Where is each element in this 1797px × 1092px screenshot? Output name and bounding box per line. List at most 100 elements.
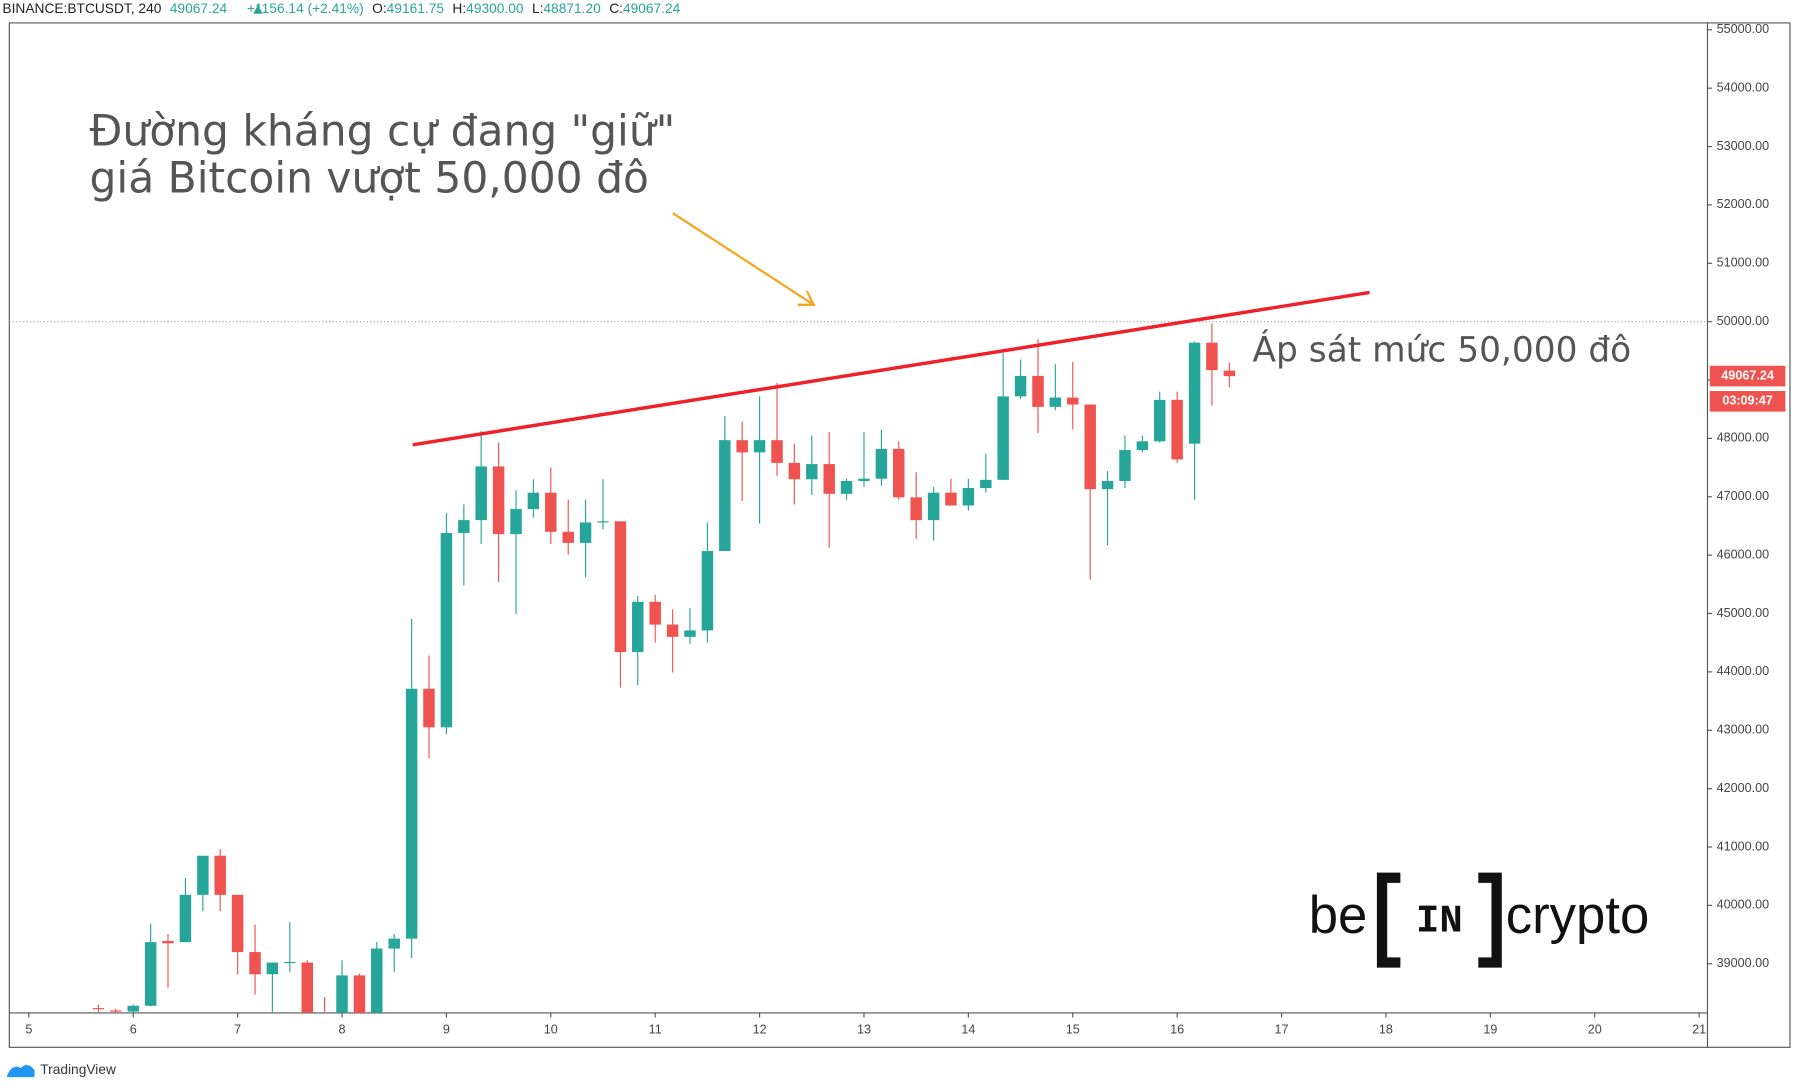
tv-logo <box>7 1064 35 1078</box>
y-tick-label: 43000.00 <box>1717 723 1770 737</box>
candle-body <box>162 940 174 944</box>
candle-body <box>319 1013 330 1016</box>
ohlc-value: 49300.00 <box>466 1 524 16</box>
footer: TradingView <box>40 1062 116 1077</box>
x-tick-label: 19 <box>1483 1022 1497 1036</box>
candle-body <box>1084 404 1096 490</box>
candle-body <box>1101 481 1114 490</box>
candle-body <box>1119 450 1131 482</box>
annotation: giá Bitcoin vượt 50,000 đô <box>90 154 649 203</box>
candle-body <box>997 396 1009 480</box>
candle-body <box>458 520 470 533</box>
candle-body <box>562 531 574 543</box>
y-tick-label: 39000.00 <box>1717 956 1770 970</box>
x-tick-label: 15 <box>1066 1022 1080 1036</box>
x-tick-label: 7 <box>234 1022 241 1036</box>
y-tick-label: 44000.00 <box>1717 664 1770 678</box>
candle-body <box>736 440 748 453</box>
candle-body <box>840 481 853 494</box>
candle-body <box>110 1010 122 1012</box>
y-tick-label: 41000.00 <box>1717 839 1770 853</box>
candle-body <box>753 440 766 453</box>
y-tick-label: 52000.00 <box>1717 197 1770 211</box>
arrow <box>672 212 815 306</box>
candle-body <box>962 488 975 506</box>
logo-text: IN <box>1416 900 1463 944</box>
x-tick-label: 14 <box>961 1022 975 1036</box>
candle-body <box>823 464 835 494</box>
candle-body <box>701 551 714 631</box>
price-tag <box>1709 365 1786 387</box>
trendline <box>412 290 1370 447</box>
last-price: 49067.24 <box>170 1 228 16</box>
x-tick-label: 16 <box>1170 1022 1184 1036</box>
candle-body <box>527 492 540 510</box>
plot <box>9 290 1708 1016</box>
candle-body <box>927 492 940 521</box>
x-tick-label: 8 <box>339 1022 346 1036</box>
y-tick-label: 48000.00 <box>1717 431 1770 445</box>
arrow-head <box>797 290 816 306</box>
ohlc-label: C: <box>609 1 623 16</box>
x-tick-label: 12 <box>753 1022 767 1036</box>
candle-body <box>893 448 905 498</box>
x-tick-label: 20 <box>1588 1022 1602 1036</box>
candle-body <box>388 938 400 949</box>
candle-body <box>579 522 592 543</box>
x-tick-label: 5 <box>25 1022 32 1036</box>
candle-body <box>440 532 453 728</box>
y-tick-label: 54000.00 <box>1717 81 1770 95</box>
timer-label: 03:09:47 <box>1722 394 1772 408</box>
annotation: Áp sát mức 50,000 đô <box>1253 329 1632 370</box>
candle-body <box>806 464 818 480</box>
candle-body <box>336 975 348 1013</box>
candle-body <box>788 462 801 480</box>
candle-body <box>910 497 922 521</box>
candle-body <box>1067 397 1079 405</box>
header: BINANCE:BTCUSDT, 240 49067.24 +1156.14 (… <box>2 1 680 16</box>
candle-body <box>719 440 731 552</box>
candle-body <box>875 448 888 479</box>
candle-body <box>858 478 870 482</box>
y-tick-label: 47000.00 <box>1717 489 1770 503</box>
candle-body <box>405 688 418 939</box>
candle-body <box>649 601 661 625</box>
candle-body <box>1136 441 1149 451</box>
candle-body <box>266 962 279 975</box>
y-tick-label: 55000.00 <box>1717 22 1770 36</box>
ohlc-label: H: <box>452 1 466 16</box>
candle-body <box>545 492 557 532</box>
candle-body <box>92 1008 105 1010</box>
x-tick-label: 17 <box>1275 1022 1289 1036</box>
y-tick-label: 42000.00 <box>1717 781 1770 795</box>
candle-body <box>492 466 505 535</box>
candle-body <box>1188 342 1201 444</box>
candle-body <box>1223 370 1236 377</box>
candle-body <box>301 962 313 1013</box>
candle-body <box>214 855 226 895</box>
candle-body <box>179 894 192 943</box>
x-tick-label: 9 <box>443 1022 450 1036</box>
change: +1156.14 (+2.41%) <box>247 1 364 16</box>
timer-tag <box>1709 390 1786 412</box>
candle-body <box>353 975 366 1013</box>
x-tick-label: 18 <box>1379 1022 1393 1036</box>
up-triangle <box>253 4 263 14</box>
symbol: BINANCE:BTCUSDT, 240 <box>2 1 161 16</box>
candle-body <box>945 492 957 506</box>
ohlc-value: 48871.20 <box>543 1 601 16</box>
candle-body <box>423 688 435 728</box>
frame <box>8 22 1791 1048</box>
x-tick-label: 21 <box>1692 1022 1706 1036</box>
candle-body <box>684 630 696 637</box>
candle-body <box>614 521 627 653</box>
candle-body <box>1049 397 1062 407</box>
candle-body <box>1206 342 1218 371</box>
y-tick-label: 50000.00 <box>1717 314 1770 328</box>
candle-body <box>597 521 609 523</box>
candle-body <box>127 1005 139 1012</box>
candle-body <box>1153 399 1166 442</box>
candle-body <box>197 855 209 895</box>
